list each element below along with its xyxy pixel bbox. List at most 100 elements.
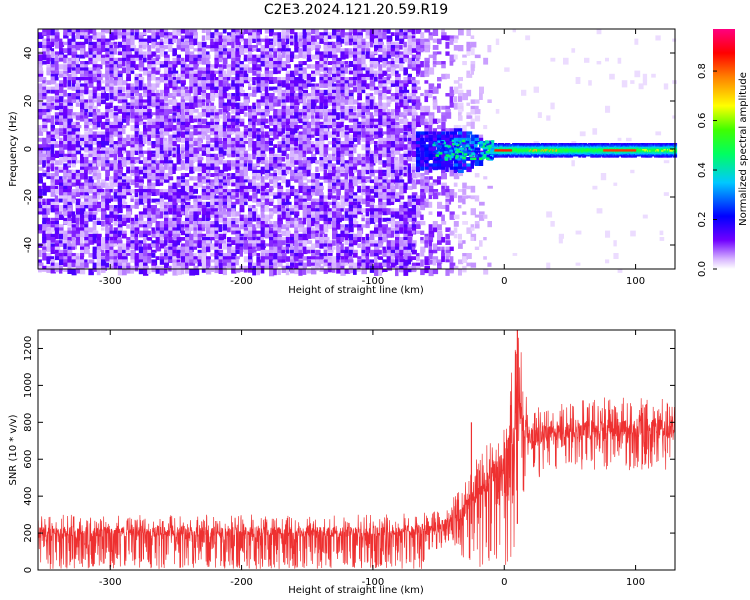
- spectrogram-cell: [113, 256, 118, 263]
- spectrogram-cell: [206, 141, 211, 147]
- spectrogram-cell: [378, 83, 383, 89]
- spectrogram-cell: [256, 243, 262, 248]
- spectrogram-cell: [197, 262, 204, 267]
- spectrogram-cell: [269, 86, 275, 91]
- spectrogram-cell: [285, 166, 292, 171]
- spectrogram-cell: [63, 230, 69, 236]
- spectrogram-cell: [75, 147, 81, 152]
- spectrogram-cell: [193, 48, 200, 52]
- spectrogram-cell: [353, 176, 358, 181]
- spectrogram-cell: [386, 195, 393, 201]
- spectrogram-cell: [319, 198, 325, 204]
- spectrogram-cell: [332, 89, 338, 95]
- spectrogram-cell: [357, 83, 363, 91]
- spectrogram-cell: [180, 249, 186, 253]
- spectrogram-cell: [164, 131, 170, 136]
- spectrogram-cell: [294, 45, 300, 49]
- spectrogram-cell: [348, 198, 354, 204]
- spectrogram-cell: [214, 61, 219, 68]
- spectrogram-cell: [176, 249, 181, 253]
- spectrogram-cell: [281, 147, 287, 152]
- spectrogram-cell: [38, 185, 42, 190]
- spectrogram-cell: [273, 237, 279, 241]
- spectrogram-cell: [176, 86, 183, 90]
- spectrogram-cell: [193, 208, 200, 214]
- spectrogram-cell: [113, 89, 119, 95]
- spectrogram-cell: [302, 73, 309, 80]
- spectrogram-cell: [357, 211, 363, 215]
- spectrogram-cell: [38, 131, 44, 136]
- spectrogram-cell: [395, 99, 401, 105]
- spectrogram-cell: [201, 128, 207, 135]
- spectrogram-cell: [294, 169, 298, 176]
- spectrogram-cell: [147, 195, 151, 202]
- spectrogram-cell: [323, 29, 328, 35]
- spectrogram-cell: [117, 253, 123, 259]
- spectrogram-cell: [201, 144, 207, 151]
- spectrogram-cell: [336, 141, 342, 146]
- spectrogram-cell: [155, 201, 160, 205]
- spectrogram-cell: [252, 224, 256, 228]
- spectrogram-cell: [180, 201, 185, 207]
- spectrogram-cell: [222, 243, 228, 247]
- spectrogram-cell: [147, 96, 153, 101]
- spectrogram-cell: [206, 262, 211, 268]
- spectrogram-cell: [92, 253, 97, 259]
- spectrogram-cell: [336, 70, 340, 75]
- spectrogram-cell: [189, 147, 194, 154]
- spectrogram-cell: [84, 112, 88, 118]
- spectrogram-cell: [344, 179, 349, 186]
- spectrogram-cell: [294, 256, 299, 262]
- spectrogram-cell: [105, 205, 111, 211]
- spectrogram-cell: [180, 112, 185, 117]
- spectrogram-cell: [54, 153, 61, 158]
- spectrogram-cell: [54, 57, 60, 63]
- spectrogram-cell: [113, 35, 118, 40]
- spectrogram-cell: [222, 230, 227, 235]
- spectrogram-cell: [63, 125, 70, 129]
- spectrogram-cell: [353, 249, 358, 254]
- spectrogram-cell: [323, 153, 327, 158]
- spectrogram-cell: [96, 70, 102, 76]
- spectrogram-cell: [248, 166, 253, 171]
- spectrogram-cell: [315, 131, 320, 137]
- spectrogram-cell: [395, 80, 400, 86]
- spectrogram-cell: [327, 80, 333, 88]
- spectrogram-cell: [113, 144, 118, 150]
- spectrogram-cell: [277, 57, 283, 65]
- spectrogram-cell: [311, 144, 317, 150]
- spectrogram-cell: [59, 160, 63, 166]
- spectrogram-cell: [134, 83, 141, 88]
- spectrogram-cell: [369, 57, 375, 63]
- spectrogram-cell: [210, 48, 215, 52]
- spectrogram-cell: [164, 208, 169, 212]
- spectrogram-cell: [327, 214, 334, 219]
- spectrogram-cell: [239, 246, 244, 252]
- spectrogram-cell: [273, 259, 278, 265]
- spectrogram-cell: [63, 89, 67, 97]
- spectrogram-cell: [189, 144, 194, 151]
- spectrogram-cell: [206, 45, 211, 49]
- spectrogram-cell: [369, 134, 374, 138]
- spectrogram-cell: [109, 109, 113, 113]
- spectrogram-cell: [382, 70, 388, 76]
- spectrogram-cell: [155, 96, 161, 103]
- spectrogram-cell: [332, 262, 337, 269]
- spectrogram-cell: [378, 35, 383, 41]
- spectrogram-cell: [260, 38, 266, 42]
- spectrogram-cell: [243, 185, 249, 191]
- spectrogram-cell: [109, 112, 115, 116]
- spectrogram-cell: [361, 105, 366, 113]
- spectrogram-cell: [109, 64, 115, 70]
- spectrogram-cell: [134, 32, 140, 37]
- spectrogram-cell: [323, 176, 330, 181]
- spectrogram-cell: [260, 192, 267, 198]
- spectrogram-cell: [50, 125, 55, 130]
- spectrogram-cell: [117, 249, 122, 254]
- spectrogram-cell: [210, 105, 217, 111]
- spectrogram-cell: [75, 131, 81, 138]
- spectrogram-cell: [105, 201, 110, 208]
- spectrogram-cell: [117, 51, 123, 56]
- spectrogram-cell: [42, 249, 47, 255]
- spectrogram-cell: [332, 153, 336, 157]
